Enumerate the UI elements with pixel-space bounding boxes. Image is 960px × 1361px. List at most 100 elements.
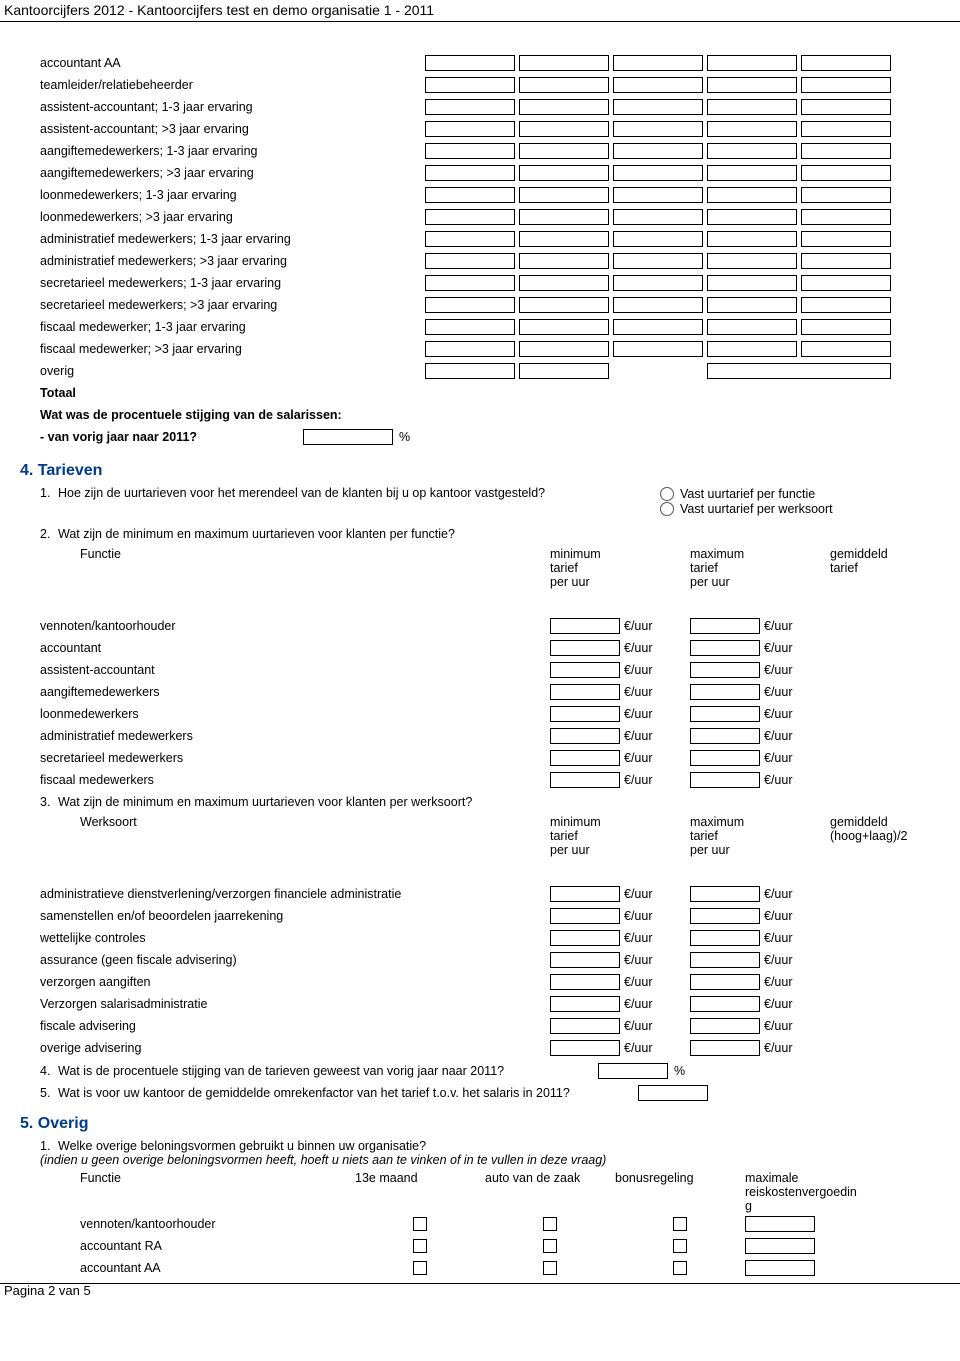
tariff-input[interactable] bbox=[550, 1018, 620, 1034]
tariff-input[interactable] bbox=[550, 706, 620, 722]
checkbox[interactable] bbox=[673, 1217, 687, 1231]
role-input[interactable] bbox=[425, 341, 515, 357]
role-input[interactable] bbox=[613, 165, 703, 181]
checkbox[interactable] bbox=[413, 1239, 427, 1253]
tariff-input[interactable] bbox=[550, 684, 620, 700]
tariff-input[interactable] bbox=[550, 640, 620, 656]
role-input[interactable] bbox=[425, 121, 515, 137]
role-input[interactable] bbox=[613, 297, 703, 313]
role-input[interactable] bbox=[801, 77, 891, 93]
role-input[interactable] bbox=[707, 77, 797, 93]
role-input[interactable] bbox=[613, 231, 703, 247]
tariff-input[interactable] bbox=[550, 1040, 620, 1056]
role-input[interactable] bbox=[613, 253, 703, 269]
tariff-input[interactable] bbox=[550, 930, 620, 946]
role-input[interactable] bbox=[613, 143, 703, 159]
tariff-input[interactable] bbox=[690, 618, 760, 634]
tariff-input[interactable] bbox=[690, 772, 760, 788]
role-input[interactable] bbox=[613, 275, 703, 291]
tariff-input[interactable] bbox=[550, 618, 620, 634]
tariff-input[interactable] bbox=[690, 706, 760, 722]
tariff-input[interactable] bbox=[690, 750, 760, 766]
role-input[interactable] bbox=[707, 55, 797, 71]
checkbox[interactable] bbox=[543, 1239, 557, 1253]
role-input[interactable] bbox=[425, 99, 515, 115]
tariff-input[interactable] bbox=[690, 974, 760, 990]
role-input[interactable] bbox=[519, 55, 609, 71]
role-input[interactable] bbox=[519, 143, 609, 159]
q45-input[interactable] bbox=[638, 1085, 708, 1101]
role-input[interactable] bbox=[801, 55, 891, 71]
checkbox[interactable] bbox=[413, 1217, 427, 1231]
role-input[interactable] bbox=[707, 253, 797, 269]
role-input[interactable] bbox=[801, 275, 891, 291]
role-input[interactable] bbox=[707, 99, 797, 115]
checkbox[interactable] bbox=[543, 1217, 557, 1231]
reiskosten-input[interactable] bbox=[745, 1216, 815, 1232]
checkbox[interactable] bbox=[673, 1261, 687, 1275]
role-input[interactable] bbox=[519, 165, 609, 181]
role-input[interactable] bbox=[801, 231, 891, 247]
role-input[interactable] bbox=[801, 209, 891, 225]
role-input[interactable] bbox=[425, 165, 515, 181]
reiskosten-input[interactable] bbox=[745, 1238, 815, 1254]
role-input[interactable] bbox=[613, 121, 703, 137]
role-input[interactable] bbox=[519, 99, 609, 115]
role-input[interactable] bbox=[425, 187, 515, 203]
role-input[interactable] bbox=[425, 297, 515, 313]
tariff-input[interactable] bbox=[550, 908, 620, 924]
role-input[interactable] bbox=[425, 231, 515, 247]
radio-werksoort[interactable] bbox=[660, 502, 674, 516]
tariff-input[interactable] bbox=[690, 640, 760, 656]
tariff-input[interactable] bbox=[690, 886, 760, 902]
reiskosten-input[interactable] bbox=[745, 1260, 815, 1276]
role-input[interactable] bbox=[801, 143, 891, 159]
role-input[interactable] bbox=[801, 121, 891, 137]
role-input[interactable] bbox=[425, 319, 515, 335]
role-input[interactable] bbox=[707, 143, 797, 159]
role-input[interactable] bbox=[801, 165, 891, 181]
role-input[interactable] bbox=[425, 55, 515, 71]
tariff-input[interactable] bbox=[550, 886, 620, 902]
role-input[interactable] bbox=[519, 297, 609, 313]
role-input[interactable] bbox=[519, 209, 609, 225]
role-input[interactable] bbox=[613, 187, 703, 203]
role-input[interactable] bbox=[519, 77, 609, 93]
tariff-input[interactable] bbox=[550, 974, 620, 990]
role-input[interactable] bbox=[801, 99, 891, 115]
radio-functie[interactable] bbox=[660, 487, 674, 501]
tariff-input[interactable] bbox=[550, 750, 620, 766]
role-input[interactable] bbox=[519, 231, 609, 247]
q44-input[interactable] bbox=[598, 1063, 668, 1079]
role-input[interactable] bbox=[519, 121, 609, 137]
role-input[interactable] bbox=[519, 253, 609, 269]
role-input[interactable] bbox=[613, 55, 703, 71]
overig-input-3[interactable] bbox=[707, 363, 891, 379]
role-input[interactable] bbox=[425, 253, 515, 269]
tariff-input[interactable] bbox=[550, 952, 620, 968]
role-input[interactable] bbox=[613, 77, 703, 93]
tariff-input[interactable] bbox=[690, 662, 760, 678]
role-input[interactable] bbox=[707, 341, 797, 357]
role-input[interactable] bbox=[707, 231, 797, 247]
role-input[interactable] bbox=[801, 187, 891, 203]
role-input[interactable] bbox=[519, 341, 609, 357]
checkbox[interactable] bbox=[543, 1261, 557, 1275]
role-input[interactable] bbox=[707, 275, 797, 291]
role-input[interactable] bbox=[707, 319, 797, 335]
checkbox[interactable] bbox=[413, 1261, 427, 1275]
role-input[interactable] bbox=[613, 341, 703, 357]
overig-input-2[interactable] bbox=[519, 363, 609, 379]
role-input[interactable] bbox=[801, 297, 891, 313]
role-input[interactable] bbox=[425, 209, 515, 225]
tariff-input[interactable] bbox=[550, 728, 620, 744]
role-input[interactable] bbox=[707, 187, 797, 203]
role-input[interactable] bbox=[707, 121, 797, 137]
checkbox[interactable] bbox=[673, 1239, 687, 1253]
role-input[interactable] bbox=[425, 143, 515, 159]
pct-input[interactable] bbox=[303, 429, 393, 445]
role-input[interactable] bbox=[519, 187, 609, 203]
role-input[interactable] bbox=[613, 99, 703, 115]
tariff-input[interactable] bbox=[550, 996, 620, 1012]
tariff-input[interactable] bbox=[550, 662, 620, 678]
